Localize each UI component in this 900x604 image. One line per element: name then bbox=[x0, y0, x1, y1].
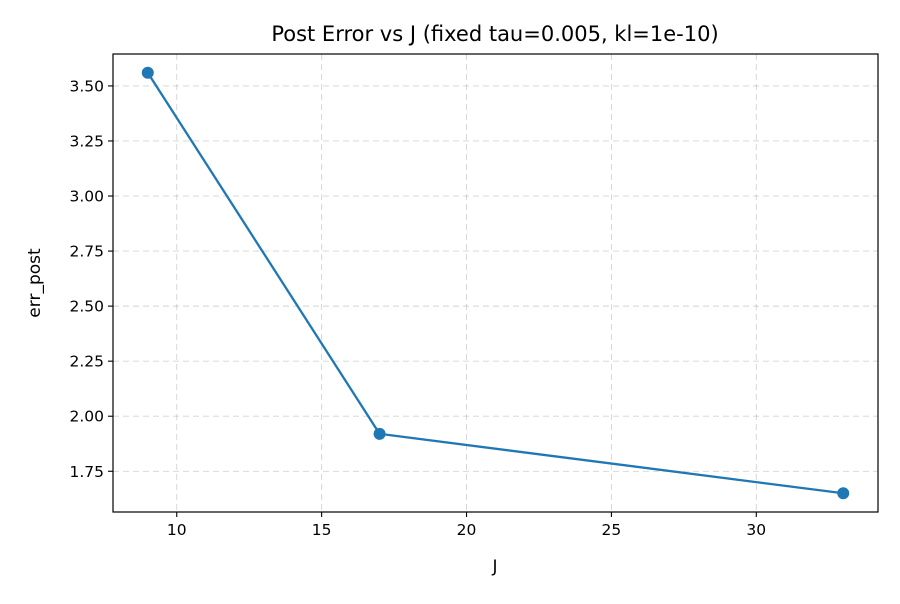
x-tick-label: 20 bbox=[457, 521, 477, 539]
y-tick-label: 2.50 bbox=[69, 298, 104, 316]
data-point bbox=[837, 487, 850, 500]
grid-layer bbox=[113, 54, 878, 512]
y-tick-label: 3.50 bbox=[69, 77, 104, 95]
data-point bbox=[141, 66, 154, 79]
x-axis-label: J bbox=[491, 557, 497, 577]
y-tick-label: 3.25 bbox=[69, 132, 104, 150]
tick-layer: 10 15 20 25 30 1.75 2.00 2.25 2.50 2.75 3.00 3.25 3.… bbox=[69, 77, 766, 539]
x-tick-label: 25 bbox=[602, 521, 622, 539]
x-tick-label: 30 bbox=[746, 521, 766, 539]
x-tick-label: 10 bbox=[167, 521, 187, 539]
y-tick-label: 1.75 bbox=[69, 463, 104, 481]
x-tick-label: 15 bbox=[312, 521, 332, 539]
y-tick-label: 2.00 bbox=[69, 408, 104, 426]
data-point bbox=[373, 427, 386, 440]
y-tick-label: 2.25 bbox=[69, 353, 104, 371]
y-tick-label: 3.00 bbox=[69, 188, 104, 206]
y-tick-label: 2.75 bbox=[69, 243, 104, 261]
y-axis-label: err_post bbox=[25, 248, 45, 318]
plot-frame bbox=[112, 53, 879, 513]
chart-title: Post Error vs J (fixed tau=0.005, kl=1e-… bbox=[271, 22, 718, 46]
series-layer bbox=[141, 66, 850, 500]
